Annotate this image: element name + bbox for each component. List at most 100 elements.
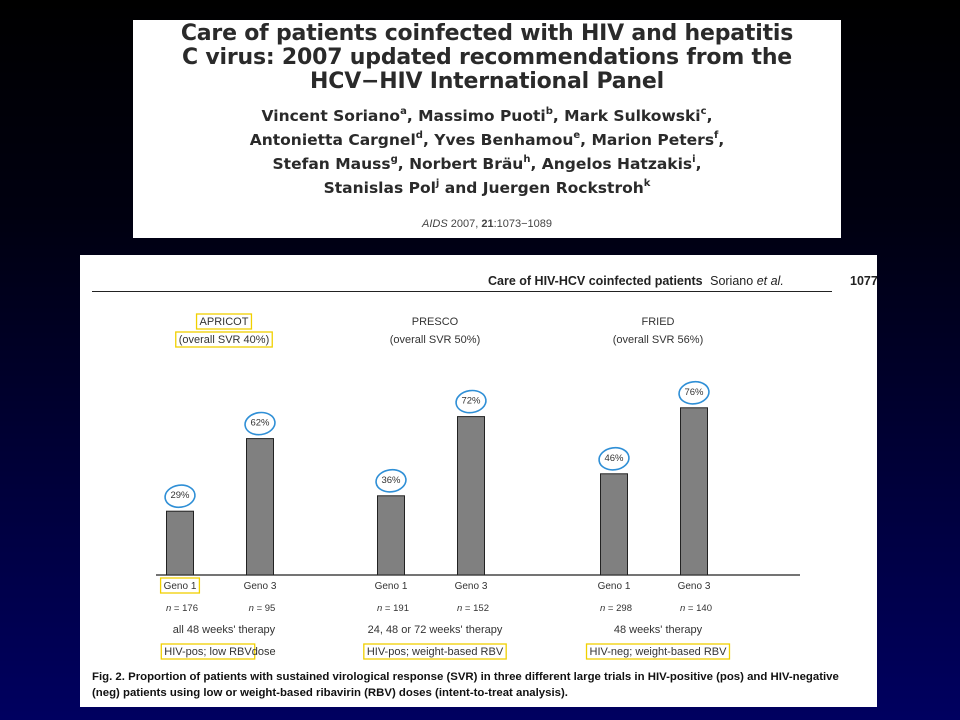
author-name: Stanislas Pol	[323, 179, 436, 197]
author-name: Stefan Mauss	[272, 155, 391, 173]
bar	[166, 510, 194, 576]
citation-journal: AIDS	[421, 218, 448, 230]
n-symbol: n	[457, 603, 462, 614]
n-symbol: n	[600, 603, 605, 614]
author-name: ,	[695, 155, 702, 173]
n-label: n = 152	[457, 603, 489, 614]
value-label: 76%	[684, 387, 704, 398]
figure-card: Care of HIV-HCV coinfected patients Sori…	[80, 255, 877, 707]
author-line: Stanislas Polj and Juergen Rockstrohk	[133, 176, 841, 200]
bar	[600, 473, 628, 576]
n-value: = 95	[254, 603, 275, 614]
annotation-circle	[678, 380, 710, 405]
n-value: = 191	[382, 603, 409, 614]
annotation-circle	[244, 411, 276, 436]
overall-svr: (overall SVR 56%)	[613, 334, 703, 346]
figure-caption: Fig. 2. Proportion of patients with sust…	[92, 670, 852, 701]
figure-caption-text: Proportion of patients with sustained vi…	[92, 671, 839, 699]
running-header-authors: Soriano	[710, 274, 754, 288]
annotation-circle	[375, 468, 407, 493]
bar	[246, 438, 274, 576]
author-name: , Marion Peters	[580, 131, 715, 149]
svr-bar-chart: APRICOT (overall SVR 40%) 29% Geno 1 n = 176…	[156, 313, 800, 660]
running-header-etal: et al.	[756, 274, 784, 288]
author-name: , Massimo Puoti	[406, 107, 546, 125]
n-symbol: n	[166, 603, 171, 614]
paper-title-line: HCV−HIV International Panel	[310, 69, 664, 94]
author-affiliation: g	[390, 154, 398, 165]
overall-svr: (overall SVR 50%)	[390, 334, 480, 346]
bar	[680, 407, 708, 576]
running-header-title: Care of HIV-HCV coinfected patients	[488, 274, 703, 288]
category-label: Geno 1	[375, 581, 408, 592]
author-line: Antonietta Cargneld, Yves Benhamoue, Mar…	[133, 128, 841, 152]
highlight-box	[195, 313, 253, 330]
n-value: = 298	[605, 603, 632, 614]
citation: AIDS 2007, 21:1073−1089	[133, 218, 841, 230]
annotation-circle	[455, 389, 487, 414]
highlight-box	[159, 577, 201, 594]
author-name: , Yves Benhamou	[422, 131, 574, 149]
n-symbol: n	[680, 603, 685, 614]
category-label: Geno 1	[164, 581, 197, 592]
n-value: = 152	[462, 603, 489, 614]
author-affiliation: h	[523, 154, 531, 165]
highlight-box	[363, 643, 507, 660]
author-list: Vincent Sorianoa, Massimo Puotib, Mark S…	[133, 104, 841, 200]
trial-name: APRICOT	[200, 316, 249, 328]
author-name: , Mark Sulkowski	[552, 107, 701, 125]
author-name: , Norbert Bräu	[397, 155, 524, 173]
paper-title: Care of patients coinfected with HIV and…	[133, 22, 841, 94]
citation-pages: :1073−1089	[493, 218, 552, 230]
highlight-box	[175, 331, 273, 348]
author-name: ,	[718, 131, 725, 149]
author-affiliation: a	[400, 106, 407, 117]
value-label: 36%	[381, 475, 401, 486]
category-label: Geno 3	[455, 581, 488, 592]
author-affiliation: i	[692, 154, 696, 165]
category-label: Geno 1	[598, 581, 631, 592]
paper-title-line: Care of patients coinfected with HIV and…	[180, 21, 794, 46]
author-affiliation: c	[700, 106, 707, 117]
category-label: Geno 3	[678, 581, 711, 592]
paper-title-line: C virus: 2007 updated recommendations fr…	[181, 45, 793, 70]
author-affiliation: b	[545, 106, 553, 117]
citation-year: 2007,	[450, 218, 479, 230]
running-header: Care of HIV-HCV coinfected patients Sori…	[488, 274, 877, 288]
value-label: 62%	[250, 418, 270, 429]
author-affiliation: k	[643, 178, 651, 189]
running-header-page: 1077	[850, 274, 877, 288]
header-rule	[92, 291, 832, 292]
bar	[377, 495, 405, 576]
author-name: Vincent Soriano	[261, 107, 401, 125]
population-suffix: dose	[252, 646, 276, 658]
n-symbol: n	[377, 603, 382, 614]
annotation-circle	[598, 446, 630, 471]
value-label: 72%	[461, 396, 481, 407]
n-value: = 140	[685, 603, 712, 614]
trial-name: FRIED	[642, 316, 675, 328]
therapy-duration: all 48 weeks' therapy	[173, 624, 276, 636]
therapy-duration: 24, 48 or 72 weeks' therapy	[368, 624, 503, 636]
n-label: n = 191	[377, 603, 409, 614]
n-label: n = 176	[166, 603, 198, 614]
highlight-box	[585, 643, 731, 660]
trial-name: PRESCO	[412, 316, 459, 328]
author-name: ,	[706, 107, 713, 125]
highlight-box	[160, 643, 256, 660]
population-label: HIV-neg; weight-based RBV	[590, 646, 728, 658]
author-line: Stefan Maussg, Norbert Bräuh, Angelos Ha…	[133, 152, 841, 176]
author-affiliation: d	[415, 130, 423, 141]
n-label: n = 140	[680, 603, 712, 614]
figure-label: Fig. 2.	[92, 671, 125, 683]
author-name: Antonietta Cargnel	[249, 131, 416, 149]
author-affiliation: j	[435, 178, 440, 189]
author-affiliation: e	[573, 130, 581, 141]
citation-volume: 21	[481, 218, 494, 230]
population-label: HIV-pos; weight-based RBV	[367, 646, 504, 658]
author-name: , Angelos Hatzakis	[530, 155, 693, 173]
category-label: Geno 3	[244, 581, 277, 592]
therapy-duration: 48 weeks' therapy	[614, 624, 703, 636]
n-label: n = 298	[600, 603, 632, 614]
paper-title-card: Care of patients coinfected with HIV and…	[133, 20, 841, 238]
